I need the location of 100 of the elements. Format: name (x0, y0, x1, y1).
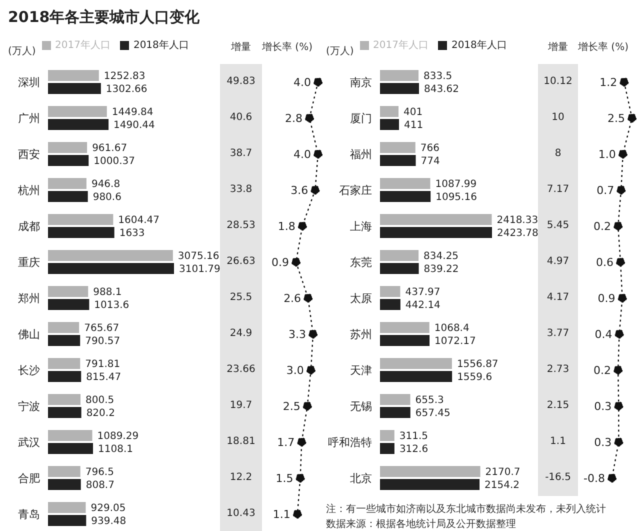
data-label: 820.2 (86, 408, 115, 420)
y-tick-label: 广州 (18, 112, 40, 125)
data-label: 1252.83 (104, 71, 146, 82)
bar (380, 155, 416, 166)
bar (380, 214, 492, 225)
bar (48, 227, 114, 238)
y-tick-label: 南京 (350, 76, 372, 89)
point (616, 257, 626, 267)
data-label: 2418.33 (496, 215, 538, 226)
bar (380, 430, 394, 441)
data-label: 939.48 (91, 516, 126, 528)
data-label: 19.7 (228, 399, 254, 413)
y-tick-label: 深圳 (18, 76, 40, 89)
data-label: 843.62 (424, 84, 459, 96)
data-label: 1633 (119, 228, 145, 240)
bar (48, 502, 86, 513)
y-tick-label: 石家庄 (339, 184, 372, 197)
y-tick-label: 厦门 (350, 112, 372, 125)
bar (380, 466, 480, 477)
bar (48, 394, 81, 405)
bar (48, 466, 80, 477)
bar (48, 443, 94, 454)
point (627, 113, 637, 123)
data-label: 312.6 (399, 444, 428, 456)
data-label: 28.53 (226, 219, 256, 233)
data-label: 12.2 (228, 471, 254, 485)
bar (380, 479, 480, 490)
data-label: 23.66 (226, 363, 256, 377)
chart-title: 增长率 (%) (578, 40, 630, 55)
point (607, 473, 617, 483)
chart-title: 2018年各主要城市人口变化 (8, 8, 200, 27)
y-tick-label: 太原 (350, 292, 372, 305)
point (614, 329, 624, 339)
point (310, 185, 320, 195)
data-label: -16.5 (544, 471, 572, 485)
bar (380, 70, 419, 81)
data-label: 3075.16 (178, 251, 220, 262)
point (614, 437, 624, 447)
bar (48, 250, 173, 261)
data-label: 4.0 (294, 148, 311, 161)
bar (48, 335, 80, 346)
point (616, 185, 626, 195)
data-label: 0.7 (596, 184, 614, 197)
y-tick-label: 武汉 (18, 436, 40, 449)
data-label: 1.8 (278, 220, 296, 233)
data-label: 25.5 (228, 291, 254, 305)
data-label: 790.57 (85, 336, 120, 348)
y-tick-label: 青岛 (18, 508, 40, 521)
x-axis-title: (万人) (326, 45, 354, 58)
data-label: 765.67 (84, 323, 120, 334)
bar (380, 335, 430, 346)
data-label: 40.6 (228, 111, 254, 125)
point (291, 257, 301, 267)
data-label: 839.22 (424, 264, 459, 276)
data-label: 5.45 (546, 219, 570, 233)
data-label: 2.5 (608, 112, 625, 125)
data-label: 2423.78 (497, 228, 538, 240)
point (313, 149, 323, 159)
bar (48, 70, 99, 81)
bar (380, 394, 410, 405)
data-label: 437.97 (405, 287, 440, 298)
data-label: 800.5 (86, 395, 114, 406)
point (620, 77, 629, 87)
legend-label: 2018年人口 (451, 40, 507, 51)
data-label: 833.5 (424, 71, 452, 82)
bar (48, 299, 90, 310)
data-label: 401 (404, 107, 423, 118)
data-label: 4.17 (546, 291, 570, 305)
data-label: 655.3 (415, 395, 444, 406)
bar (380, 178, 430, 189)
point (304, 113, 314, 123)
point (614, 401, 624, 411)
data-label: 4.97 (546, 255, 570, 269)
data-label: 7.17 (546, 183, 570, 197)
bar (380, 286, 400, 297)
data-label: 1490.44 (114, 120, 155, 132)
bar (48, 83, 101, 94)
bar (48, 286, 88, 297)
data-label: 1449.84 (112, 107, 154, 118)
data-label: 18.81 (226, 435, 256, 449)
bar (380, 263, 419, 274)
y-tick-label: 长沙 (18, 364, 40, 377)
bar (48, 322, 80, 333)
point (297, 437, 306, 447)
data-label: 26.63 (226, 255, 256, 269)
y-tick-label: 上海 (350, 220, 372, 233)
data-label: 929.05 (90, 503, 126, 514)
bar (380, 443, 394, 454)
data-label: 0.2 (594, 220, 612, 233)
y-tick-label: 重庆 (18, 256, 40, 269)
data-label: 1559.6 (457, 372, 492, 384)
data-label: 774 (420, 156, 440, 168)
data-label: -0.8 (584, 472, 605, 485)
bar (380, 371, 452, 382)
point (618, 149, 628, 159)
bar (380, 83, 419, 94)
data-label: 1302.66 (106, 84, 148, 96)
data-label: 2.5 (282, 400, 300, 413)
data-label: 1556.87 (456, 359, 498, 370)
data-label: 808.7 (86, 480, 114, 492)
